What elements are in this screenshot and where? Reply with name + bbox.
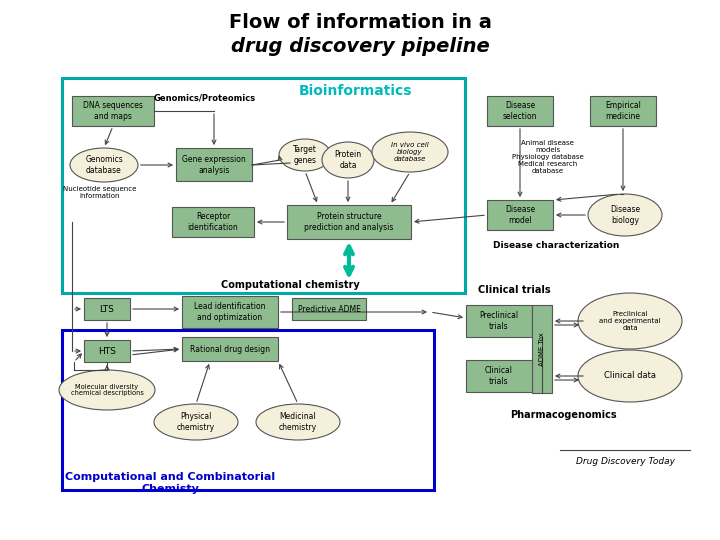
Text: Protein structure
prediction and analysis: Protein structure prediction and analysi… [305, 212, 394, 232]
Text: Empirical
medicine: Empirical medicine [605, 102, 641, 121]
FancyBboxPatch shape [487, 200, 553, 230]
FancyBboxPatch shape [182, 337, 278, 361]
FancyBboxPatch shape [172, 207, 254, 237]
Text: Pharmacogenomics: Pharmacogenomics [510, 410, 616, 420]
FancyBboxPatch shape [487, 96, 553, 126]
Text: Molecular diversity
chemical descriptions: Molecular diversity chemical description… [71, 383, 143, 396]
Ellipse shape [322, 142, 374, 178]
Text: Drug Discovery Today: Drug Discovery Today [575, 457, 675, 467]
Text: Receptor
identification: Receptor identification [188, 212, 238, 232]
Ellipse shape [59, 370, 155, 410]
FancyBboxPatch shape [84, 340, 130, 362]
FancyBboxPatch shape [176, 148, 252, 181]
Text: Target
genes: Target genes [293, 145, 317, 165]
Ellipse shape [578, 350, 682, 402]
Text: In vivo cell
biology
database: In vivo cell biology database [391, 142, 429, 162]
Text: Lead identification
and optimization: Lead identification and optimization [194, 302, 266, 322]
Text: Animal disease
models
Physiology database
Medical research
database: Animal disease models Physiology databas… [512, 140, 584, 174]
Text: LTS: LTS [99, 305, 114, 314]
FancyBboxPatch shape [590, 96, 656, 126]
FancyBboxPatch shape [466, 305, 532, 337]
Text: Disease
selection: Disease selection [503, 102, 537, 121]
Text: Clinical trials: Clinical trials [478, 285, 551, 295]
Text: ADME Tox: ADME Tox [539, 332, 545, 366]
FancyBboxPatch shape [182, 296, 278, 328]
Ellipse shape [154, 404, 238, 440]
Text: Computational and Combinatorial
Chemisty: Computational and Combinatorial Chemisty [65, 472, 275, 494]
Ellipse shape [279, 139, 331, 171]
Text: Preclinical
trials: Preclinical trials [480, 311, 518, 330]
FancyBboxPatch shape [292, 298, 366, 320]
FancyBboxPatch shape [72, 96, 154, 126]
Text: Disease
model: Disease model [505, 205, 535, 225]
Text: Protein
data: Protein data [334, 150, 361, 170]
Text: Rational drug design: Rational drug design [190, 345, 270, 354]
Text: Computational chemistry: Computational chemistry [220, 280, 359, 290]
Text: Bioinformatics: Bioinformatics [298, 84, 412, 98]
Text: Clinical data: Clinical data [604, 372, 656, 381]
Text: Medicinal
chemistry: Medicinal chemistry [279, 413, 317, 431]
Ellipse shape [256, 404, 340, 440]
Text: Gene expression
analysis: Gene expression analysis [182, 156, 246, 175]
Text: Clinical
trials: Clinical trials [485, 366, 513, 386]
FancyBboxPatch shape [532, 305, 552, 393]
Text: Disease
biology: Disease biology [610, 205, 640, 225]
FancyBboxPatch shape [84, 298, 130, 320]
Text: Predictive ADME: Predictive ADME [297, 305, 361, 314]
Ellipse shape [372, 132, 448, 172]
Text: Disease characterization: Disease characterization [492, 240, 619, 249]
Text: Flow of information in a: Flow of information in a [228, 12, 492, 31]
FancyBboxPatch shape [466, 360, 532, 392]
Text: Genomics/Proteomics: Genomics/Proteomics [154, 93, 256, 103]
Text: HTS: HTS [98, 347, 116, 355]
Text: Preclinical
and experimental
data: Preclinical and experimental data [599, 311, 661, 331]
Ellipse shape [70, 148, 138, 182]
Ellipse shape [578, 293, 682, 349]
FancyBboxPatch shape [287, 205, 411, 239]
Text: drug discovery pipeline: drug discovery pipeline [230, 37, 490, 56]
Text: Genomics
database: Genomics database [85, 156, 123, 175]
Text: Physical
chemistry: Physical chemistry [177, 413, 215, 431]
Text: DNA sequences
and maps: DNA sequences and maps [83, 102, 143, 121]
Text: Nucleotide sequence
information: Nucleotide sequence information [63, 186, 137, 199]
Ellipse shape [588, 194, 662, 236]
